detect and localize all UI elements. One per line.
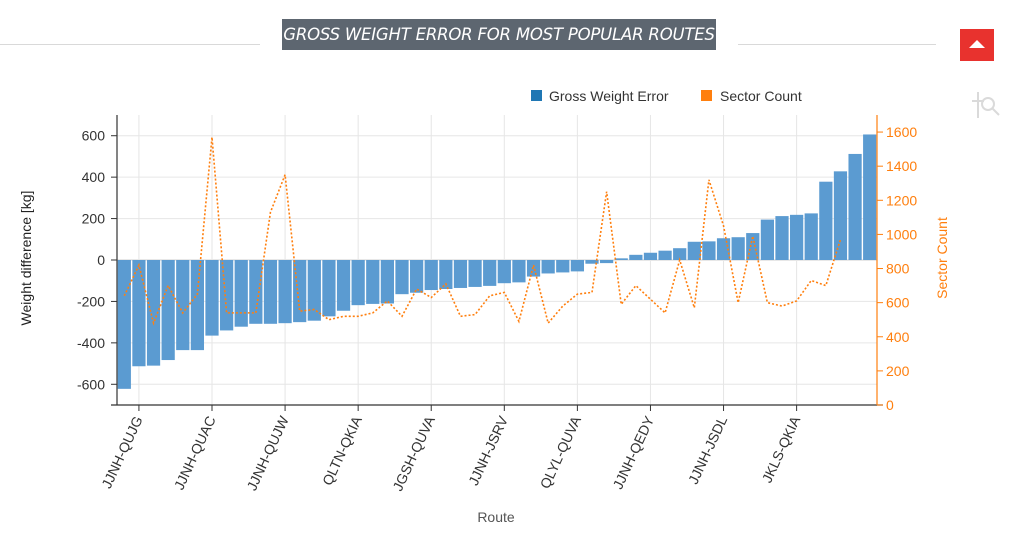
y2-tick-label: 800 bbox=[886, 261, 910, 277]
bar bbox=[307, 260, 321, 321]
collapse-button[interactable] bbox=[960, 29, 994, 61]
bar bbox=[804, 213, 818, 260]
bar bbox=[424, 260, 438, 291]
bar bbox=[249, 260, 263, 324]
bar bbox=[643, 252, 658, 260]
bar bbox=[760, 219, 774, 260]
legend-label-gross-weight-error[interactable]: Gross Weight Error bbox=[549, 88, 669, 104]
title-rule-left bbox=[0, 44, 260, 45]
bar bbox=[351, 260, 365, 306]
y2-tick-label: 0 bbox=[886, 397, 894, 413]
bar bbox=[716, 238, 731, 260]
bar bbox=[629, 254, 643, 260]
x-tick-label: JJNH-JSRV bbox=[465, 413, 511, 488]
bar bbox=[658, 250, 672, 260]
bar bbox=[483, 260, 497, 286]
bar bbox=[497, 260, 511, 284]
bar bbox=[702, 241, 716, 260]
bar bbox=[819, 181, 833, 260]
legend-swatch-gross-weight-error bbox=[531, 90, 542, 101]
bar bbox=[190, 260, 204, 351]
bar bbox=[790, 214, 804, 260]
bar bbox=[380, 260, 394, 304]
bar bbox=[775, 216, 789, 260]
y-tick-label: 200 bbox=[82, 211, 106, 227]
bar bbox=[570, 260, 584, 272]
y-axis-label: Weight difference [kg] bbox=[18, 191, 34, 326]
bar bbox=[366, 260, 380, 304]
y2-tick-label: 1000 bbox=[886, 226, 917, 242]
y2-tick-label: 200 bbox=[886, 363, 910, 379]
zoom-tool-icon[interactable] bbox=[968, 88, 1002, 122]
y-tick-label: -600 bbox=[77, 376, 105, 392]
y-tick-label: 600 bbox=[82, 128, 106, 144]
bar bbox=[614, 258, 628, 260]
bar bbox=[205, 260, 219, 336]
y-tick-label: 400 bbox=[82, 169, 106, 185]
y2-tick-label: 1400 bbox=[886, 158, 917, 174]
x-tick-label: JJNH-JSDL bbox=[685, 413, 730, 486]
x-tick-label: JJNH-QUJW bbox=[243, 413, 292, 493]
legend: Gross Weight Error Sector Count bbox=[531, 88, 802, 104]
bar bbox=[439, 260, 453, 289]
bar bbox=[600, 260, 614, 264]
bar bbox=[512, 260, 526, 283]
x-tick-label: JJNH-QUAC bbox=[171, 414, 219, 493]
x-axis-label: Route bbox=[477, 509, 515, 525]
bar bbox=[687, 241, 701, 260]
bar bbox=[453, 260, 468, 288]
bar bbox=[293, 260, 307, 323]
bar-series bbox=[117, 134, 877, 389]
bar bbox=[395, 260, 409, 295]
bar bbox=[234, 260, 248, 327]
chart-title: GROSS WEIGHT ERROR FOR MOST POPULAR ROUT… bbox=[282, 19, 716, 50]
y-tick-label: 0 bbox=[97, 252, 105, 268]
y2-axis-label: Sector Count bbox=[934, 217, 950, 299]
bar bbox=[673, 248, 687, 260]
legend-swatch-sector-count bbox=[701, 90, 712, 101]
bar bbox=[176, 260, 190, 351]
x-tick-label: JKLS-QKIA bbox=[759, 413, 804, 485]
bar bbox=[468, 260, 482, 287]
bar bbox=[278, 260, 292, 324]
legend-label-sector-count[interactable]: Sector Count bbox=[720, 88, 802, 104]
bar bbox=[132, 260, 146, 367]
x-tick-label: QLTN-QKIA bbox=[319, 413, 365, 488]
bar bbox=[146, 260, 161, 366]
x-tick-label: JGSH-QUVA bbox=[389, 413, 438, 493]
bar bbox=[410, 260, 424, 293]
y2-tick-label: 400 bbox=[886, 329, 910, 345]
bar bbox=[541, 260, 555, 274]
bar bbox=[556, 260, 570, 273]
y2-tick-label: 1200 bbox=[886, 192, 917, 208]
bar bbox=[833, 171, 848, 260]
bar bbox=[161, 260, 175, 361]
bar bbox=[336, 260, 351, 311]
bar bbox=[263, 260, 278, 324]
bar bbox=[585, 260, 599, 264]
y2-tick-label: 1600 bbox=[886, 124, 917, 140]
triangle-up-icon bbox=[969, 40, 985, 48]
y-tick-label: -400 bbox=[77, 335, 105, 351]
bar bbox=[117, 260, 131, 389]
y2-tick-label: 600 bbox=[886, 295, 910, 311]
bar bbox=[220, 260, 234, 331]
title-rule-right bbox=[738, 44, 936, 45]
y-tick-label: -200 bbox=[77, 293, 105, 309]
sector-count-line bbox=[123, 137, 842, 326]
x-tick-label: QLYL-QUVA bbox=[537, 413, 585, 491]
bar bbox=[863, 134, 877, 260]
bar bbox=[322, 260, 336, 317]
x-tick-label: JJNH-QUJG bbox=[98, 414, 145, 491]
bar bbox=[731, 237, 745, 260]
x-tick-label: JJNH-QEDY bbox=[609, 413, 657, 492]
line-series bbox=[123, 137, 842, 326]
bar bbox=[848, 153, 862, 260]
